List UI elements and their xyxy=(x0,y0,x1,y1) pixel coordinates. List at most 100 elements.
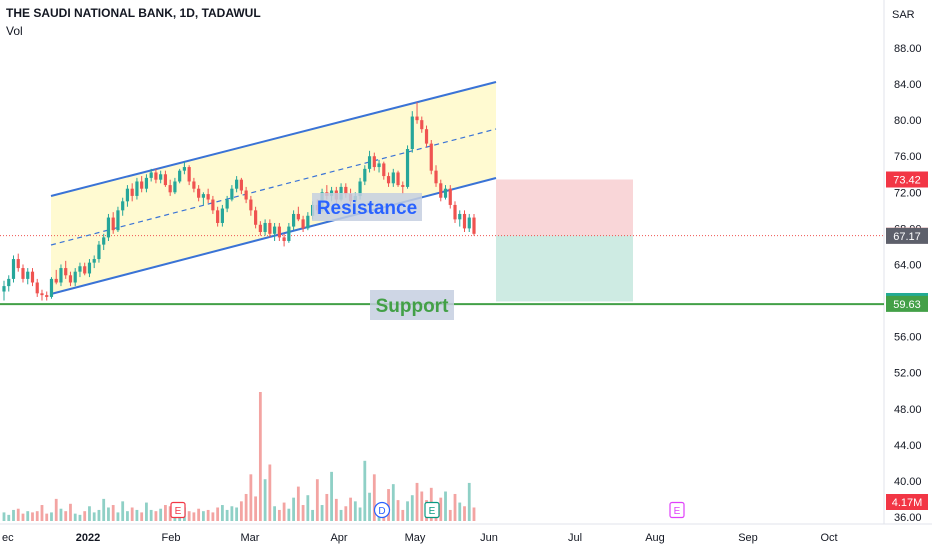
volume-bar xyxy=(458,502,462,521)
volume-bar xyxy=(263,479,267,521)
y-tick-label: 40.00 xyxy=(894,476,922,488)
support-label: Support xyxy=(370,290,454,320)
volume-bar xyxy=(273,506,277,521)
candle-body xyxy=(49,278,54,297)
volume-bar xyxy=(35,511,39,521)
candle-body xyxy=(83,266,87,274)
volume-bar xyxy=(197,508,201,521)
candle-body xyxy=(159,174,163,180)
candle-body xyxy=(249,199,253,211)
volume-bar xyxy=(164,505,167,521)
volume-bar xyxy=(121,501,125,521)
volume-bar xyxy=(16,508,20,521)
volume-bar xyxy=(282,502,286,521)
volume-bar xyxy=(159,508,163,521)
volume-bar xyxy=(339,509,343,521)
candle-body xyxy=(197,188,201,198)
volume-bar xyxy=(372,474,376,521)
price-axis-label: 59.63 xyxy=(886,295,928,312)
volume-bar xyxy=(40,505,44,521)
candle-body xyxy=(424,129,429,144)
x-tick-label: May xyxy=(405,532,426,544)
candle-body xyxy=(163,174,168,186)
volume-bar xyxy=(254,496,258,521)
candle-body xyxy=(154,172,158,180)
volume-bar xyxy=(420,491,424,521)
event-badge xyxy=(424,501,440,519)
candle-body xyxy=(277,226,281,238)
volume-bar xyxy=(187,511,191,521)
price-axis-label: 4.17M xyxy=(886,494,928,510)
volume-bar xyxy=(45,513,49,521)
earnings-event-marker[interactable]: E xyxy=(669,501,685,519)
candle-body xyxy=(92,259,96,263)
volume-bar xyxy=(7,514,11,521)
event-badge-label: E xyxy=(175,506,182,517)
candle-body xyxy=(187,167,191,182)
candle-body xyxy=(116,210,120,231)
candle-body xyxy=(201,194,205,198)
chart-title: THE SAUDI NATIONAL BANK, 1D, TADAWUL xyxy=(6,6,261,20)
x-tick-label: Mar xyxy=(241,532,260,544)
volume-bar xyxy=(206,509,210,521)
volume-bar xyxy=(78,514,82,521)
resistance-label: Resistance xyxy=(312,193,422,221)
volume-bar xyxy=(268,464,272,521)
volume-bar xyxy=(363,460,367,521)
channel-mid-line xyxy=(50,128,497,246)
candle-body xyxy=(405,149,410,187)
volume-bar xyxy=(235,507,239,521)
volume-bar xyxy=(344,506,348,521)
volume-bar xyxy=(201,511,205,521)
currency-label: SAR xyxy=(892,9,915,21)
volume-bar xyxy=(472,507,476,521)
price-axis-label-text: 73.42 xyxy=(893,175,921,187)
price-axis-label-bg xyxy=(886,171,928,188)
volume-bar xyxy=(154,511,158,521)
candle-body xyxy=(173,181,177,193)
candle-body xyxy=(472,217,476,234)
volume-indicator-label[interactable]: Vol xyxy=(6,24,23,38)
y-tick-label: 76.00 xyxy=(894,151,922,163)
candle-body xyxy=(73,271,77,283)
candle-body xyxy=(377,163,381,168)
price-axis-label-bg xyxy=(886,295,928,312)
candle-body xyxy=(30,271,35,283)
channel-fill xyxy=(51,82,496,294)
candle-body xyxy=(135,181,139,196)
candle-body xyxy=(420,120,424,130)
candle-body xyxy=(106,217,111,238)
volume-bar xyxy=(140,512,144,521)
y-tick-label: 48.00 xyxy=(894,404,922,416)
earnings-event-marker[interactable]: E xyxy=(170,501,186,519)
channel-upper-line xyxy=(50,81,497,197)
volume-bar xyxy=(406,501,409,521)
candle-body xyxy=(448,188,452,205)
volume-bar xyxy=(116,512,120,521)
y-tick-label: 88.00 xyxy=(894,43,922,55)
candle-body xyxy=(239,179,243,191)
candle-body xyxy=(367,156,372,169)
candle-body xyxy=(291,213,296,227)
candle-body xyxy=(40,293,44,296)
volume-bar xyxy=(249,474,253,521)
candle-body xyxy=(178,170,182,182)
candle-body xyxy=(372,156,376,168)
candle-body xyxy=(415,116,419,121)
candle-body xyxy=(443,188,448,198)
candle-body xyxy=(235,179,239,189)
earnings-event-marker[interactable]: D xyxy=(373,501,391,519)
candle-body xyxy=(453,204,457,220)
candle-body xyxy=(386,176,391,184)
candle-body xyxy=(7,278,11,287)
candle-body xyxy=(182,167,187,171)
stop-loss-zone xyxy=(496,179,633,236)
price-axis-label-text: 4.17M xyxy=(892,497,923,509)
event-badge-label: D xyxy=(378,506,385,517)
earnings-event-marker[interactable]: E xyxy=(424,501,440,519)
volume-bar xyxy=(145,502,148,521)
volume-bar xyxy=(168,506,172,521)
volume-bar xyxy=(12,509,15,521)
